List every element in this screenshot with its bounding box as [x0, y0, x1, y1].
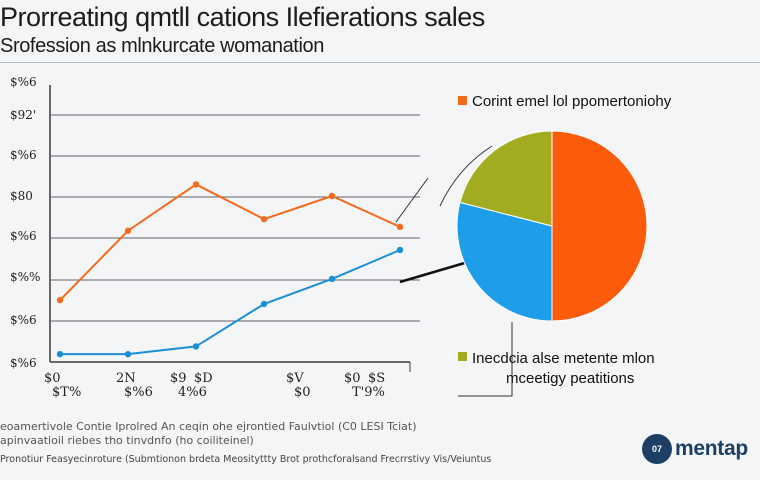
blue-series-line — [60, 249, 401, 356]
x-tick-label: T'9% — [352, 385, 385, 400]
data-point — [328, 192, 336, 200]
x-axis-ticks: $0$T%2N$%6$9 $D4%6$V$0$0 $ST'9% — [44, 371, 385, 400]
gridlines — [49, 85, 420, 372]
data-point — [260, 215, 268, 223]
y-axis-ticks: $%6 $92' $%6 $80 $%6 $%% $%6 $%6 — [10, 75, 40, 370]
x-tick-label: 2N — [116, 371, 136, 386]
brand-logo[interactable]: 07 mentap — [642, 434, 748, 464]
footnote-line-1: eoamertivole Contie Iprolred An ceqin oh… — [0, 420, 417, 433]
y-tick-label: $%6 — [10, 75, 37, 89]
x-tick-label: $S — [368, 371, 385, 386]
y-tick-label: $%6 — [10, 313, 37, 327]
data-point — [124, 350, 132, 358]
y-tick-label: $92' — [10, 108, 36, 122]
x-tick-label: $9 — [170, 371, 187, 386]
orange-series-line — [59, 183, 401, 301]
legend-swatch-olive — [458, 352, 467, 361]
legend-label: mceetigy peatitions — [506, 370, 634, 387]
data-point — [192, 181, 200, 188]
legend-label: Corint emel lol ppomertoniohy — [472, 93, 672, 110]
y-tick-label: $%% — [10, 270, 40, 284]
pie-slice — [459, 130, 553, 227]
footnote-line-2: apinvaatioil riebes tho tinvdnfo (ho coi… — [0, 434, 254, 447]
y-tick-label: $80 — [10, 189, 33, 203]
data-point — [56, 296, 64, 304]
y-tick-label: $%6 — [10, 229, 37, 243]
data-point — [124, 227, 132, 234]
pie-connector — [399, 260, 469, 284]
pie-slice — [456, 201, 553, 322]
x-tick-label: $0 — [44, 371, 61, 386]
x-tick-label: $D — [194, 371, 213, 386]
x-tick-label: $0 — [294, 385, 311, 400]
x-tick-label: $V — [286, 371, 304, 386]
pie-chart — [456, 130, 648, 322]
x-tick-label: $T% — [52, 385, 81, 400]
data-point — [260, 300, 268, 308]
data-point — [396, 223, 404, 231]
chart-title: Prorreating qmtll cations Ilefierations … — [0, 2, 485, 32]
legend-swatch-orange — [458, 96, 467, 105]
data-point — [56, 350, 64, 358]
data-point — [328, 275, 336, 283]
callout-stroke — [395, 177, 429, 223]
x-tick-label: 4%6 — [178, 385, 207, 400]
callout-stroke — [439, 145, 493, 207]
legend-label: Inecdcia alse metente mlon — [472, 350, 655, 367]
data-point — [396, 246, 404, 254]
header-divider — [0, 62, 760, 63]
pie-slice — [551, 130, 648, 322]
line-series — [56, 145, 513, 397]
x-tick-label: $0 — [344, 371, 361, 386]
data-point — [192, 343, 200, 350]
x-tick-label: $%6 — [124, 385, 153, 400]
logo-mark-icon: 07 — [642, 434, 672, 464]
chart-subtitle: Srofession as mlnkurcate womanation — [0, 35, 324, 57]
source-note: Pronotiur Feasyecinroture (Submtionon br… — [0, 454, 492, 465]
pie-legend: Corint emel lol ppomertoniohy Inecdcia al… — [458, 93, 672, 387]
logo-wordmark: mentap — [675, 437, 748, 460]
y-tick-label: $%6 — [10, 356, 37, 370]
legend-leader — [458, 322, 513, 397]
y-tick-label: $%6 — [10, 148, 37, 162]
